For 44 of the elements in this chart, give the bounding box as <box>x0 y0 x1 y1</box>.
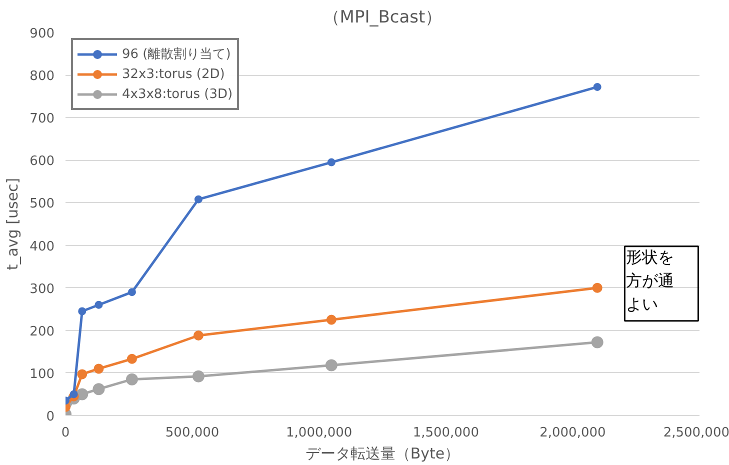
y-tick-label: 800 <box>30 69 55 84</box>
y-tick-label: 600 <box>30 154 55 170</box>
point <box>78 307 86 316</box>
point <box>70 390 78 398</box>
point <box>94 364 104 374</box>
point <box>92 383 105 396</box>
point <box>194 195 202 204</box>
x-tick-label: 2,000,000 <box>540 426 606 440</box>
point <box>77 369 88 380</box>
point <box>126 373 138 386</box>
point <box>592 282 602 293</box>
point <box>76 388 88 400</box>
point <box>193 330 204 340</box>
point <box>591 336 604 348</box>
chart-title: （MPI_Bcast） <box>322 8 442 28</box>
y-tick-label: 0 <box>46 410 55 424</box>
point <box>325 359 338 372</box>
y-tick-label: 700 <box>30 112 55 127</box>
y-axis-title: t_avg [usec] <box>4 178 22 270</box>
legend-label: 32x3:torus (2D) <box>122 66 225 82</box>
legend-label: 4x3x8:torus (3D) <box>122 86 233 102</box>
y-tick-label: 200 <box>30 324 55 340</box>
annotation: 方が通 <box>626 270 674 290</box>
x-tick-label: 1,500,000 <box>412 426 479 440</box>
x-tick-label: 0 <box>61 426 70 440</box>
point <box>126 354 137 364</box>
y-tick-label: 300 <box>30 282 55 297</box>
annotation: 形状を <box>626 248 674 267</box>
x-tick-label: 1,000,000 <box>286 426 352 440</box>
y-tick-label: 500 <box>30 196 55 212</box>
y-tick-label: 400 <box>30 239 55 254</box>
point <box>192 370 204 382</box>
x-tick-label: 500,000 <box>165 426 220 440</box>
annotation: よい <box>626 294 658 314</box>
point <box>94 300 103 309</box>
point <box>128 288 136 296</box>
legend-label: 96 (離散割り当て) <box>122 46 231 63</box>
x-axis-title: データ転送量（Byte） <box>305 444 460 462</box>
x-tick-label: 2,500,000 <box>663 426 729 440</box>
point <box>593 82 602 91</box>
point <box>327 158 336 166</box>
y-tick-label: 100 <box>30 366 55 382</box>
y-tick-label: 900 <box>30 26 55 42</box>
point <box>326 314 336 325</box>
